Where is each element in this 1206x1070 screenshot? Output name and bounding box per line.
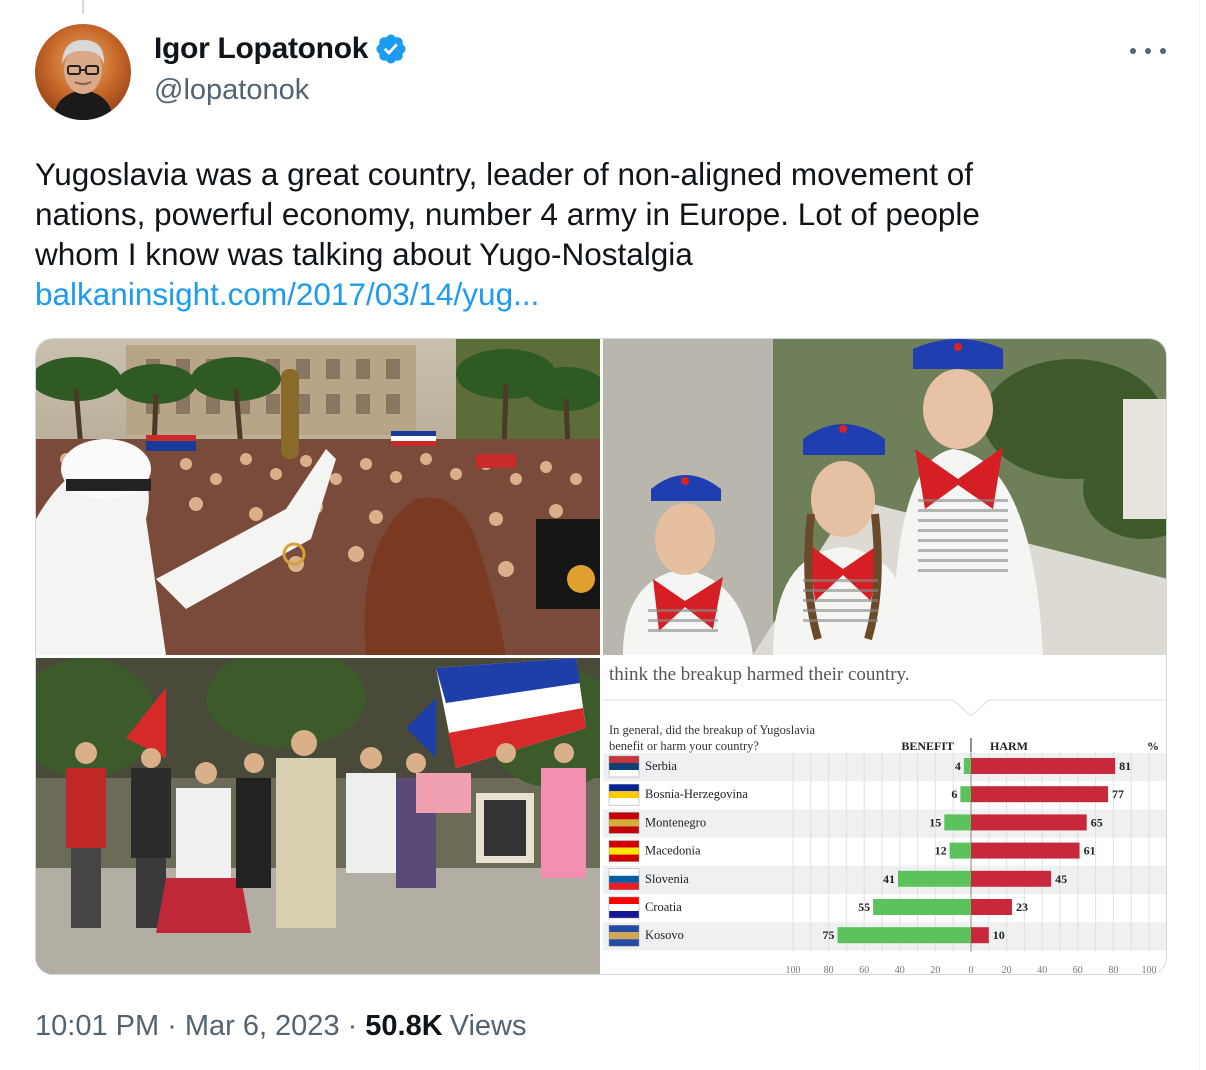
chart-bar-harm — [971, 899, 1012, 915]
chart-value-harm: 45 — [1055, 872, 1067, 886]
chart-bar-benefit — [944, 814, 971, 831]
chart-x-tick: 60 — [1073, 965, 1083, 975]
chart-legend-harm: HARM — [990, 739, 1028, 753]
chart-value-benefit: 15 — [929, 815, 941, 829]
chart-bar-benefit — [949, 842, 971, 859]
chart-caption: think the breakup harmed their country. — [609, 664, 910, 685]
more-dot — [1130, 48, 1136, 54]
chart-question-line-2: benefit or harm your country? — [609, 739, 759, 753]
more-dot — [1160, 48, 1166, 54]
chart-bar-harm — [971, 786, 1109, 803]
avatar-portrait-icon — [53, 40, 113, 120]
chart-flag-icon — [608, 868, 640, 891]
chart-category-label: Slovenia — [645, 872, 689, 886]
chart-category-label: Serbia — [645, 759, 677, 773]
separator-dot: · — [167, 1010, 177, 1042]
chart-value-benefit: 75 — [823, 928, 835, 942]
chart-category-label: Bosnia-Herzegovina — [645, 787, 748, 801]
chart-bar-harm — [971, 927, 989, 944]
tweet-footer: 10:01 PM · Mar 6, 2023 · 50.8K Views — [35, 1010, 526, 1043]
views-count: 50.8K — [365, 1010, 443, 1042]
verified-badge-icon[interactable] — [374, 32, 408, 66]
chart-flag-icon — [608, 840, 640, 862]
author-name-row[interactable]: Igor Lopatonok — [154, 32, 408, 66]
chart-x-tick: 100 — [1142, 965, 1157, 975]
media-photo-rally[interactable] — [36, 339, 600, 655]
timeline-border — [1199, 0, 1200, 1070]
views-label: Views — [449, 1010, 527, 1042]
chart-bar-harm — [971, 758, 1116, 774]
chart-category-label: Montenegro — [645, 815, 706, 829]
chart-category-label: Kosovo — [645, 928, 684, 942]
breakup-chart: think the breakup harmed their country. … — [603, 658, 1166, 975]
parade-photo-image — [36, 658, 600, 974]
chart-bar-benefit — [837, 927, 971, 944]
chart-x-tick: 40 — [1037, 965, 1047, 975]
chart-value-harm: 65 — [1091, 815, 1103, 829]
separator-dot: · — [347, 1010, 358, 1042]
chart-x-tick: 60 — [859, 965, 869, 975]
chart-question-line-1: In general, did the breakup of Yugoslavi… — [609, 723, 816, 737]
chart-value-harm: 77 — [1112, 787, 1124, 801]
chart-callout-pointer — [952, 699, 990, 717]
chart-row-band — [603, 865, 1166, 894]
chart-value-benefit: 55 — [858, 900, 870, 914]
chart-x-tick: 0 — [969, 965, 974, 975]
chart-bar-benefit — [898, 870, 971, 887]
chart-bar-benefit — [963, 758, 971, 774]
media-chart[interactable]: think the breakup harmed their country. … — [603, 658, 1166, 975]
thread-connector-line — [82, 0, 84, 14]
tweet-date[interactable]: Mar 6, 2023 — [184, 1010, 340, 1042]
chart-flag-icon — [608, 783, 640, 806]
chart-legend-unit: % — [1147, 739, 1159, 753]
chart-x-tick: 80 — [824, 965, 834, 975]
tweet-text-line: whom I know was talking about Yugo-Nosta… — [35, 236, 693, 272]
chart-bar-harm — [971, 842, 1080, 859]
chart-x-tick: 20 — [1002, 965, 1012, 975]
chart-flag-icon — [608, 896, 640, 919]
more-options-icon[interactable] — [1130, 40, 1166, 62]
chart-category-label: Croatia — [645, 900, 682, 914]
pioneers-photo-image — [603, 339, 1166, 655]
chart-value-benefit: 6 — [951, 787, 957, 801]
chart-bar-harm — [971, 870, 1052, 887]
chart-x-tick: 80 — [1108, 965, 1118, 975]
chart-value-benefit: 4 — [955, 759, 961, 773]
author-handle[interactable]: @lopatonok — [154, 74, 310, 106]
chart-x-tick: 40 — [895, 965, 905, 975]
chart-x-tick: 100 — [786, 965, 801, 975]
chart-value-benefit: 12 — [935, 844, 947, 858]
chart-category-label: Macedonia — [645, 844, 701, 858]
chart-value-harm: 10 — [993, 928, 1005, 942]
chart-value-harm: 23 — [1016, 900, 1028, 914]
media-photo-parade[interactable] — [36, 658, 600, 974]
chart-bar-harm — [971, 814, 1087, 831]
chart-flag-icon — [608, 812, 640, 834]
chart-flag-icon — [608, 755, 640, 778]
author-name[interactable]: Igor Lopatonok — [154, 32, 369, 65]
chart-value-harm: 61 — [1084, 844, 1096, 858]
tweet-text-line: Yugoslavia was a great country, leader o… — [35, 156, 973, 192]
more-dot — [1145, 48, 1151, 54]
rally-photo-image — [36, 339, 600, 655]
tweet-link[interactable]: balkaninsight.com/2017/03/14/yug... — [35, 276, 540, 312]
tweet-text: Yugoslavia was a great country, leader o… — [35, 154, 1155, 314]
tweet-text-line: nations, powerful economy, number 4 army… — [35, 196, 980, 232]
avatar[interactable] — [35, 24, 131, 120]
chart-bar-benefit — [873, 899, 971, 915]
chart-legend-benefit: BENEFIT — [901, 739, 954, 753]
chart-flag-icon — [608, 924, 640, 947]
chart-x-tick: 20 — [930, 965, 940, 975]
chart-value-benefit: 41 — [883, 872, 895, 886]
tweet-time[interactable]: 10:01 PM — [35, 1010, 160, 1042]
chart-value-harm: 81 — [1119, 759, 1131, 773]
media-grid: think the breakup harmed their country. … — [35, 338, 1167, 975]
media-photo-pioneers[interactable] — [603, 339, 1166, 655]
chart-bar-benefit — [960, 786, 971, 803]
